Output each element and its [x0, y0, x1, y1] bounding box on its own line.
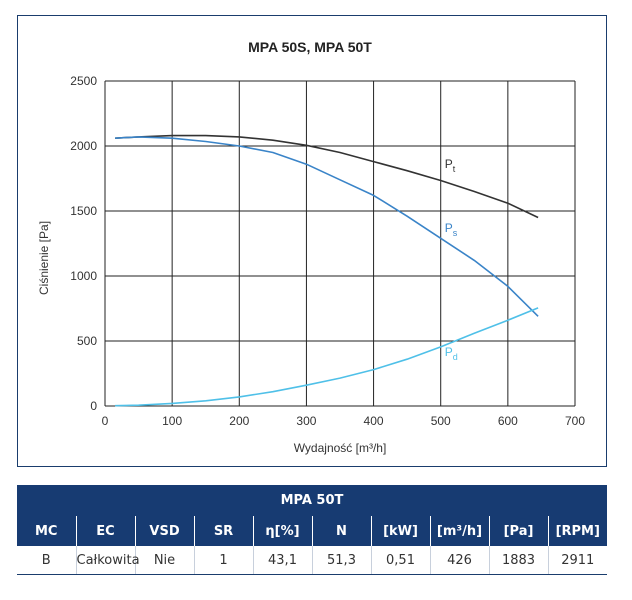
cell-mc: B [17, 546, 76, 575]
header-pa: [Pa] [488, 516, 548, 546]
y-tick-label: 2500 [70, 74, 97, 88]
series-label-pt: Pt [445, 157, 456, 174]
table-title: MPA 50T [17, 485, 607, 516]
y-tick-label: 1000 [70, 269, 97, 283]
cell-efficiency: 43,1 [252, 546, 312, 575]
series-line-pd [115, 307, 539, 407]
cell-pa: 1883 [488, 546, 548, 575]
cell-rpm: 2911 [547, 546, 607, 575]
y-tick-label: 0 [90, 399, 97, 413]
x-tick-label: 100 [162, 414, 182, 428]
x-tick-label: 400 [364, 414, 384, 428]
header-kw: [kW] [370, 516, 430, 546]
header-n: N [311, 516, 371, 546]
table-header-row: MC EC VSD SR η[%] N [kW] [m³/h] [Pa] [RP… [17, 516, 607, 546]
series-label-ps: Ps [445, 221, 458, 238]
x-tick-label: 700 [565, 414, 585, 428]
header-rpm: [RPM] [547, 516, 607, 546]
header-ec: EC [75, 516, 135, 546]
header-vsd: VSD [134, 516, 194, 546]
fan-spec-table: MPA 50T MC EC VSD SR η[%] N [kW] [m³/h] … [17, 485, 607, 575]
pressure-flow-chart: MPA 50S, MPA 50T 0 100 200 300 400 500 600 700 0… [37, 39, 585, 455]
cell-ec: Całkowita [75, 546, 140, 575]
header-sr: SR [193, 516, 253, 546]
cell-n: 51,3 [311, 546, 371, 575]
x-tick-label: 500 [431, 414, 451, 428]
chart-panel: MPA 50S, MPA 50T 0 100 200 300 400 500 600 700 0… [17, 15, 607, 467]
header-mc: MC [17, 516, 76, 546]
header-flow: [m³/h] [429, 516, 489, 546]
header-efficiency: η[%] [252, 516, 312, 546]
chart-title: MPA 50S, MPA 50T [248, 39, 372, 55]
cell-vsd: Nie [134, 546, 194, 575]
y-tick-label: 2000 [70, 139, 97, 153]
table-row: B Całkowita Nie 1 43,1 51,3 0,51 426 188… [17, 546, 607, 575]
x-axis-label: Wydajność [m³/h] [294, 441, 387, 455]
series-line-ps [115, 136, 539, 317]
x-tick-label: 200 [229, 414, 249, 428]
cell-sr: 1 [193, 546, 253, 575]
series-label-pd: Pd [445, 345, 458, 362]
cell-flow: 426 [429, 546, 489, 575]
x-tick-label: 0 [102, 414, 109, 428]
y-axis-label: Ciśnienie [Pa] [37, 221, 51, 295]
cell-kw: 0,51 [370, 546, 430, 575]
x-tick-label: 600 [498, 414, 518, 428]
series-line-pt [115, 134, 539, 219]
y-tick-label: 500 [77, 334, 97, 348]
y-tick-label: 1500 [70, 204, 97, 218]
x-tick-label: 300 [296, 414, 316, 428]
